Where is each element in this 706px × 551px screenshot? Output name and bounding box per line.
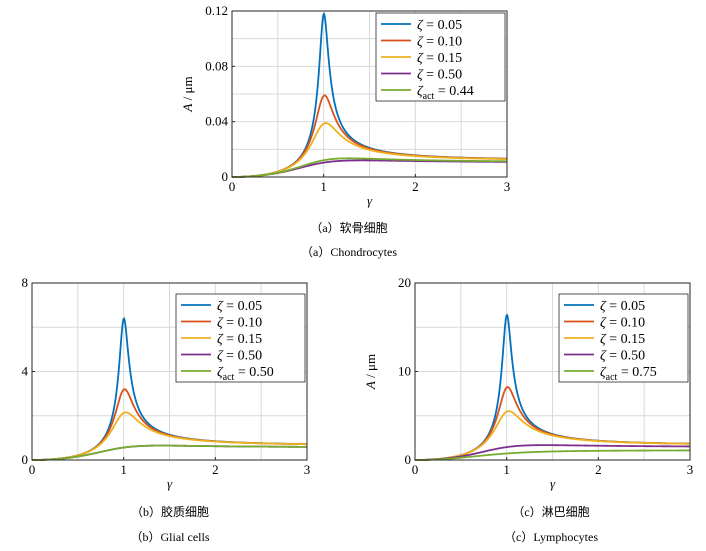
axes-box: [231, 10, 508, 178]
chart-panel-a: 0 1 2 3 0 0.04 0.08 0.12 γ A / μm ζ = 0.05 ζ = 0.10…: [180, 3, 510, 259]
y-axis-label: A / μm: [180, 76, 195, 112]
caption-cn: （b）胶质细胞: [131, 504, 209, 519]
y-tick-label: 20: [398, 275, 411, 290]
x-tick-label: 0: [29, 462, 36, 477]
y-tick-label: 4: [22, 364, 29, 379]
y-tick-label: 0: [222, 169, 229, 184]
x-tick-label: 2: [595, 462, 602, 477]
x-tick-label: 3: [687, 462, 694, 477]
series-line-3: [415, 410, 691, 461]
x-tick-label: 1: [120, 462, 127, 477]
series-line-5: [232, 157, 507, 178]
legend-label: ζact = 0.44: [417, 84, 474, 102]
chart-panel-b: 0123048γA / μmζ = 0.05ζ = 0.10ζ = 0.15ζ …: [22, 275, 311, 544]
chart-panel-c: 0 1 2 3 0 10 20 γ A / μm ζ = 0.05 ζ = 0.10ζ = 0.15…: [363, 275, 693, 544]
legend-label: ζ = 0.05: [417, 18, 462, 33]
series-line-4: [415, 444, 691, 461]
x-tick-label: 1: [503, 462, 510, 477]
x-axis-label: γ: [367, 193, 373, 208]
legend-label: ζ = 0.05: [600, 299, 645, 314]
legend-label: ζact = 0.75: [600, 365, 657, 383]
legend-label: ζ = 0.50: [217, 349, 262, 364]
x-tick-label: 2: [212, 462, 219, 477]
x-tick-label: 3: [504, 179, 511, 194]
y-tick-label: 0: [22, 452, 29, 467]
y-tick-label: 0: [405, 452, 412, 467]
caption-en: （a）Chondrocytes: [301, 245, 397, 259]
legend-label: ζ = 0.15: [600, 332, 645, 347]
legend-label: ζact = 0.50: [217, 365, 274, 383]
x-axis-label: γ: [167, 476, 173, 491]
legend-label: ζ = 0.15: [417, 51, 462, 66]
x-tick-label: 0: [229, 179, 236, 194]
caption-cn: （c）淋巴细胞: [512, 505, 589, 519]
legend-label: ζ = 0.50: [417, 68, 462, 83]
legend-label: ζ = 0.50: [600, 349, 645, 364]
series-line-3: [32, 411, 308, 461]
x-tick-label: 2: [412, 179, 419, 194]
y-tick-label: 0.08: [205, 58, 228, 73]
legend-label: ζ = 0.10: [600, 316, 645, 331]
legend-box: [375, 12, 506, 102]
y-axis-label: A / μm: [363, 354, 378, 390]
x-tick-label: 0: [412, 462, 419, 477]
series-line-5: [32, 444, 307, 461]
y-tick-label: 0.12: [205, 3, 228, 18]
legend-box: [558, 293, 689, 383]
caption-en: （b）Glial cells: [131, 530, 210, 544]
y-tick-label: 0.04: [205, 114, 228, 129]
series-line-3: [232, 122, 508, 178]
x-tick-label: 3: [304, 462, 311, 477]
legend-label: ζ = 0.05: [217, 299, 262, 314]
y-tick-label: 8: [22, 275, 29, 290]
x-axis-label: γ: [550, 476, 556, 491]
caption-en: （c）Lymphocytes: [504, 530, 598, 544]
caption-cn: （a）软骨细胞: [310, 221, 387, 235]
x-tick-label: 1: [320, 179, 327, 194]
series-line-5: [415, 449, 690, 461]
legend-label: ζ = 0.10: [217, 316, 262, 331]
legend-label: ζ = 0.15: [217, 332, 262, 347]
legend-label: ζ = 0.10: [417, 35, 462, 50]
y-tick-label: 10: [398, 364, 411, 379]
